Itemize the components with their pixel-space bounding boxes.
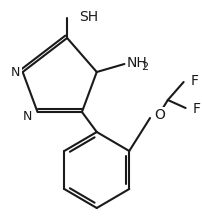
Text: O: O <box>154 108 165 122</box>
Text: 2: 2 <box>141 62 148 72</box>
Text: NH: NH <box>126 56 147 70</box>
Text: SH: SH <box>79 10 98 24</box>
Text: N: N <box>11 65 20 78</box>
Text: F: F <box>190 74 199 88</box>
Text: N: N <box>23 111 32 124</box>
Text: F: F <box>193 102 201 116</box>
